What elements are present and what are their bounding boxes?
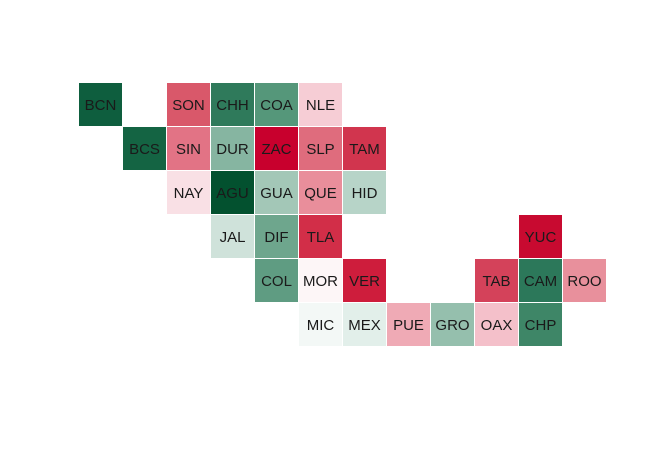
tile-hid: HID bbox=[343, 171, 386, 214]
tile-tab: TAB bbox=[475, 259, 518, 302]
tile-square bbox=[167, 171, 210, 214]
tile-bcn: BCN bbox=[79, 83, 122, 126]
tile-label: ZAC bbox=[262, 141, 292, 158]
tile-label: VER bbox=[349, 273, 380, 290]
tile-square bbox=[167, 83, 210, 126]
tile-square bbox=[211, 215, 254, 258]
tile-label: CAM bbox=[524, 273, 557, 290]
tile-label: PUE bbox=[393, 317, 424, 334]
tile-label: BCS bbox=[129, 141, 160, 158]
tile-zac: ZAC bbox=[255, 127, 298, 170]
tile-pue: PUE bbox=[387, 303, 430, 346]
tile-label: CHH bbox=[216, 97, 249, 114]
tiles-layer: BCN SON CHH COA NLE BCS SIN DUR ZAC SLP TAM NAY AGU G… bbox=[79, 83, 606, 346]
tile-square bbox=[299, 83, 342, 126]
tile-label: HID bbox=[352, 185, 378, 202]
tile-col: COL bbox=[255, 259, 298, 302]
tile-label: CHP bbox=[525, 317, 557, 334]
tile-label: SIN bbox=[176, 141, 201, 158]
tile-square bbox=[519, 259, 562, 302]
tile-square bbox=[343, 127, 386, 170]
tile-square bbox=[343, 303, 386, 346]
tile-label: DIF bbox=[264, 229, 288, 246]
tile-square bbox=[563, 259, 606, 302]
tile-label: YUC bbox=[525, 229, 557, 246]
tile-gro: GRO bbox=[431, 303, 474, 346]
tile-square bbox=[255, 127, 298, 170]
tile-dur: DUR bbox=[211, 127, 254, 170]
tile-mic: MIC bbox=[299, 303, 342, 346]
tile-mex: MEX bbox=[343, 303, 386, 346]
tile-label: GUA bbox=[260, 185, 293, 202]
tile-square bbox=[299, 171, 342, 214]
tile-label: DUR bbox=[216, 141, 249, 158]
tile-label: QUE bbox=[304, 185, 337, 202]
tile-square bbox=[255, 171, 298, 214]
tile-square bbox=[475, 259, 518, 302]
tile-gua: GUA bbox=[255, 171, 298, 214]
tile-label: TLA bbox=[307, 229, 335, 246]
tile-label: GRO bbox=[435, 317, 469, 334]
tile-chh: CHH bbox=[211, 83, 254, 126]
tile-slp: SLP bbox=[299, 127, 342, 170]
tile-sin: SIN bbox=[167, 127, 210, 170]
tile-square bbox=[475, 303, 518, 346]
tile-square bbox=[299, 215, 342, 258]
tile-tla: TLA bbox=[299, 215, 342, 258]
tile-label: SLP bbox=[306, 141, 334, 158]
tile-square bbox=[343, 259, 386, 302]
tile-label: COL bbox=[261, 273, 292, 290]
tile-label: COA bbox=[260, 97, 293, 114]
tile-square bbox=[255, 83, 298, 126]
tile-label: MIC bbox=[307, 317, 335, 334]
tile-square bbox=[255, 259, 298, 302]
tile-bcs: BCS bbox=[123, 127, 166, 170]
tile-chp: CHP bbox=[519, 303, 562, 346]
tile-nay: NAY bbox=[167, 171, 210, 214]
tile-dif: DIF bbox=[255, 215, 298, 258]
tile-oax: OAX bbox=[475, 303, 518, 346]
tile-label: SON bbox=[172, 97, 205, 114]
tile-label: NLE bbox=[306, 97, 335, 114]
tile-label: TAB bbox=[482, 273, 510, 290]
tile-square bbox=[387, 303, 430, 346]
tile-square bbox=[299, 127, 342, 170]
tile-que: QUE bbox=[299, 171, 342, 214]
tile-label: NAY bbox=[174, 185, 204, 202]
tile-square bbox=[519, 303, 562, 346]
tile-nle: NLE bbox=[299, 83, 342, 126]
tile-square bbox=[123, 127, 166, 170]
tile-label: ROO bbox=[567, 273, 601, 290]
tile-mor: MOR bbox=[299, 259, 342, 302]
tile-label: JAL bbox=[220, 229, 246, 246]
tile-label: MEX bbox=[348, 317, 381, 334]
tile-ver: VER bbox=[343, 259, 386, 302]
tile-tam: TAM bbox=[343, 127, 386, 170]
tile-label: TAM bbox=[349, 141, 380, 158]
tile-label: BCN bbox=[85, 97, 117, 114]
tile-square bbox=[167, 127, 210, 170]
tile-son: SON bbox=[167, 83, 210, 126]
tile-square bbox=[211, 83, 254, 126]
tile-coa: COA bbox=[255, 83, 298, 126]
tile-square bbox=[299, 259, 342, 302]
tile-agu: AGU bbox=[211, 171, 254, 214]
tile-label: OAX bbox=[481, 317, 513, 334]
tile-square bbox=[519, 215, 562, 258]
tile-cam: CAM bbox=[519, 259, 562, 302]
tile-square bbox=[255, 215, 298, 258]
tile-yuc: YUC bbox=[519, 215, 562, 258]
tile-square bbox=[343, 171, 386, 214]
tile-square bbox=[211, 127, 254, 170]
tile-square bbox=[299, 303, 342, 346]
tile-square bbox=[211, 171, 254, 214]
tile-label: AGU bbox=[216, 185, 249, 202]
tile-square bbox=[79, 83, 122, 126]
tile-jal: JAL bbox=[211, 215, 254, 258]
tile-square bbox=[431, 303, 474, 346]
tile-roo: ROO bbox=[563, 259, 606, 302]
tile-label: MOR bbox=[303, 273, 338, 290]
